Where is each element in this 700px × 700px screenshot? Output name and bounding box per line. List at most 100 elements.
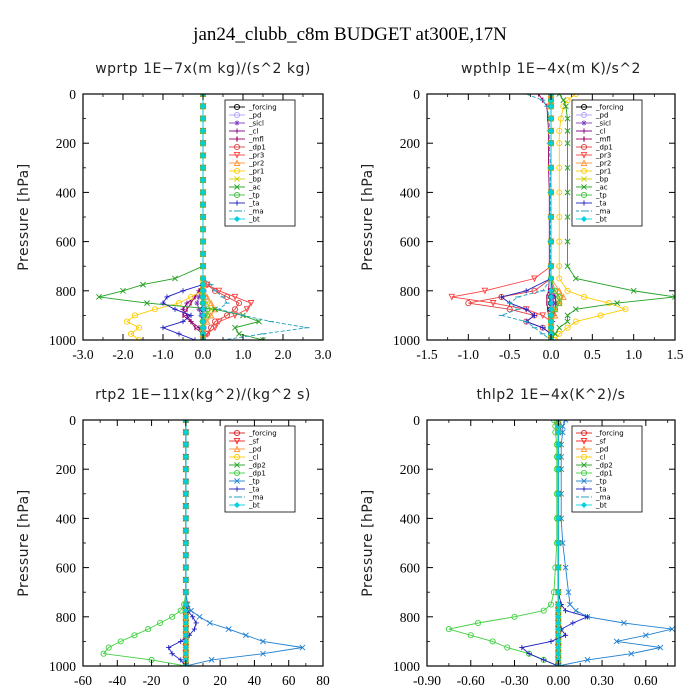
legend-entry: _pr3 [576,152,611,160]
data-point [555,420,562,423]
x-tick-label: 40 [248,673,262,688]
legend-marker [580,215,588,223]
legend-entry: _ma [576,208,611,216]
y-tick-label: 1000 [393,659,420,674]
legend-label: _bp [595,176,609,184]
legend-label: _sf [248,438,259,446]
legend-entry: _ac [229,184,261,192]
data-point [199,103,207,110]
x-tick-label: 80 [316,673,330,688]
data-point [182,478,189,485]
data-point [547,601,555,608]
data-point [235,300,243,307]
legend-entry: _forcing [576,104,624,112]
legend-label: _dp1 [595,470,613,478]
data-point [547,140,555,147]
legend-label: _bt [595,502,607,510]
x-tick-label: 1.5 [667,347,684,362]
legend-entry: _pr1 [229,168,264,176]
data-point [176,331,182,337]
data-point [231,306,239,313]
data-point [564,214,571,220]
data-point [541,657,547,663]
data-point [448,293,456,301]
legend-entry: _bt [229,502,260,510]
data-point [556,189,563,196]
legend-entry: _pd [229,112,261,120]
series-bt [182,420,189,666]
data-point [193,620,199,626]
legend-entry: _pr2 [576,159,611,168]
data-point [231,293,239,301]
data-point [199,213,207,221]
data-point [555,423,562,430]
data-point [182,515,189,522]
legend-label: _mfl [248,136,264,144]
data-point [199,115,207,122]
data-point [547,127,555,134]
data-point [628,650,635,657]
series-line [558,420,673,666]
chart-panel: thlp2 1E−4x(K^2)/s Pressure [hPa] -0.90 -0.… [360,387,676,688]
data-point [555,626,562,633]
data-point [199,226,207,233]
legend-entry: _dp1 [576,470,613,478]
data-point [540,607,547,614]
legend-entry: _dp2 [576,462,613,470]
legend-label: _sicl [248,120,264,128]
legend-label: _dp1 [595,144,613,152]
legend-label: _cl [248,454,258,462]
data-point [169,613,176,620]
legend: _forcing_sf_pd_cl_dp2_dp1_tp_ta_ma_bt [224,425,296,513]
data-point [556,293,563,301]
data-point [117,638,124,645]
legend-marker [581,486,587,492]
data-point [199,127,207,134]
x-tick-label: -0.90 [413,673,441,688]
legend-label: _sf [595,438,606,446]
data-point [199,263,207,270]
legend: _forcing_pd_sicl_cl_mfl_dp1_pr3_pr2_pr1_… [571,99,643,227]
data-point [96,294,102,300]
data-point [557,115,564,122]
legend-entry: _pr1 [576,168,611,176]
data-point [547,287,555,294]
data-point [182,453,189,460]
legend: _forcing_pd_sicl_cl_mfl_dp1_pr3_pr2_pr1_… [224,99,296,227]
series-ta [166,420,199,666]
x-tick-label: -3.0 [72,347,94,362]
panels: wprtp 1E−7x(m kg)/(s^2 kg) Pressure [hPa]… [16,61,684,688]
data-point [199,140,207,147]
y-tick-label: 0 [413,413,420,428]
data-point [523,306,529,312]
legend-label: _ac [248,184,261,192]
plot-area [100,420,306,666]
y-tick-label: 0 [69,87,76,102]
data-point [489,300,497,307]
data-point [260,650,266,657]
data-point [547,318,555,325]
legend-marker [233,103,241,111]
data-point [547,238,555,245]
data-point [572,275,579,282]
x-tick-label: 1.0 [625,347,642,362]
data-point [188,312,194,318]
data-point [556,263,563,270]
data-point [256,318,262,325]
legend-marker [234,200,240,206]
legend-entry: _dp1 [229,144,266,152]
data-point [555,601,562,608]
data-point [260,337,266,340]
data-point [531,287,538,294]
data-point [581,293,588,301]
x-tick-label: 1.0 [235,347,252,362]
legend-marker [580,469,588,477]
legend-marker [234,486,240,492]
data-point [562,420,569,423]
y-tick-label: 800 [400,284,421,299]
data-point [172,306,178,312]
data-point [531,312,538,318]
data-point [547,213,555,221]
data-point [135,324,143,331]
